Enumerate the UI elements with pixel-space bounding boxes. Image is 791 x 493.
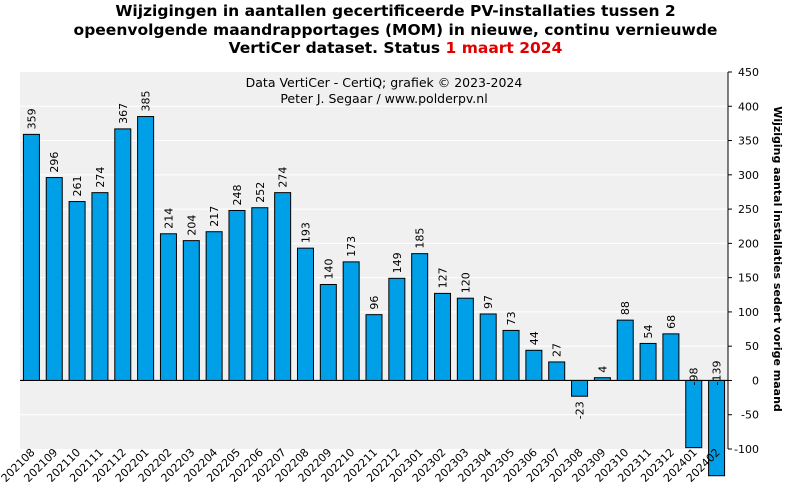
source-credit-line-2: Peter J. Segaar / www.polderpv.nl: [280, 91, 487, 106]
data-label-202307: 27: [551, 343, 564, 357]
data-label-202110: 261: [71, 176, 84, 197]
data-label-202312: 68: [665, 315, 678, 329]
bar-202310: [616, 319, 634, 381]
y-tick-label: 450: [738, 66, 759, 79]
bar-202205: [228, 209, 246, 381]
bar-202206: [251, 207, 269, 381]
y-tick-label: 250: [738, 203, 759, 216]
data-label-202112: 367: [117, 103, 130, 124]
bar-202112: [114, 128, 132, 381]
data-label-202108: 359: [25, 108, 38, 129]
bar-202209: [319, 283, 337, 381]
bar-202306: [525, 349, 543, 381]
bars: [22, 116, 726, 477]
bar-202308: [571, 379, 589, 397]
data-label-202306: 44: [528, 331, 541, 345]
bar-202303: [456, 297, 474, 381]
data-label-202204: 217: [208, 206, 221, 227]
y-axis-label: Wijziging aantal installaties sedert vor…: [771, 106, 784, 412]
y-tick-label: 50: [745, 340, 759, 353]
data-label-202109: 296: [48, 152, 61, 173]
bar-202109: [45, 177, 63, 381]
bar-202401: [685, 379, 703, 449]
data-label-202111: 274: [94, 167, 107, 188]
source-credit-line-1: Data VertiCer - CertiQ; grafiek © 2023-2…: [246, 75, 523, 90]
y-tick-label: 300: [738, 169, 759, 182]
bar-202211: [365, 314, 383, 381]
data-label-202207: 274: [277, 167, 290, 188]
data-label-202202: 214: [162, 208, 175, 229]
bar-202204: [205, 231, 223, 381]
chart-title-line-3: VertiCer dataset. Status 1 maart 2024: [0, 39, 791, 58]
y-tick-label: 400: [738, 100, 759, 113]
bar-202311: [639, 342, 657, 381]
bar-202202: [159, 233, 177, 381]
bar-202309: [593, 377, 611, 381]
bar-202301: [411, 253, 429, 381]
data-label-202203: 204: [185, 215, 198, 236]
data-label-202402: -139: [711, 360, 724, 385]
data-label-202311: 54: [642, 324, 655, 338]
y-tick-label: -100: [734, 443, 759, 456]
bar-202307: [548, 361, 566, 381]
bar-202402: [708, 379, 726, 477]
bar-202208: [296, 247, 314, 381]
data-label-202309: 4: [596, 366, 609, 373]
chart-title-line-2: opeenvolgende maandrapportages (MOM) in …: [73, 20, 718, 39]
bar-202201: [137, 116, 155, 381]
bar-202312: [662, 333, 680, 381]
data-label-202302: 127: [437, 267, 450, 288]
chart-title-line-1: Wijzigingen in aantallen gecertificeerde…: [115, 2, 676, 20]
bar-202111: [91, 192, 109, 381]
data-label-202208: 193: [299, 222, 312, 243]
data-label-202209: 140: [322, 258, 335, 279]
data-label-202211: 96: [368, 296, 381, 310]
y-tick-label: 350: [738, 135, 759, 148]
bar-202203: [182, 240, 200, 381]
chart-title-line-3-prefix: VertiCer dataset. Status: [228, 39, 446, 57]
status-date: 1 maart 2024: [445, 39, 563, 57]
data-label-202401: -98: [688, 367, 701, 385]
y-tick-label: 200: [738, 237, 759, 250]
y-tick-label: -50: [741, 409, 759, 422]
bar-202304: [479, 313, 497, 381]
bar-202210: [342, 261, 360, 381]
data-label-202308: -23: [574, 401, 587, 419]
data-label-202212: 149: [391, 252, 404, 273]
data-label-202303: 120: [459, 272, 472, 293]
data-label-202210: 173: [345, 236, 358, 257]
data-label-202206: 252: [254, 182, 267, 203]
data-label-202305: 73: [505, 311, 518, 325]
bar-202108: [22, 133, 40, 381]
data-label-202301: 185: [414, 228, 427, 249]
data-label-202310: 88: [619, 301, 632, 315]
bar-202305: [502, 329, 520, 381]
y-axis: -100 -50 0 50 100 150 200 250 300 350 400 450: [727, 66, 759, 456]
data-label-202304: 97: [482, 295, 495, 309]
y-tick-label: 100: [738, 306, 759, 319]
y-tick-label: 0: [752, 374, 759, 387]
data-label-202201: 385: [140, 91, 153, 112]
bar-202207: [274, 192, 292, 381]
data-label-202205: 248: [231, 184, 244, 205]
bar-202110: [68, 201, 86, 381]
y-tick-label: 150: [738, 272, 759, 285]
bar-202302: [434, 292, 452, 381]
x-axis-tick-labels: 2021082021092021102021112021122022012022…: [0, 446, 723, 485]
chart-title: Wijzigingen in aantallen gecertificeerde…: [0, 2, 791, 58]
bar-202212: [388, 277, 406, 381]
